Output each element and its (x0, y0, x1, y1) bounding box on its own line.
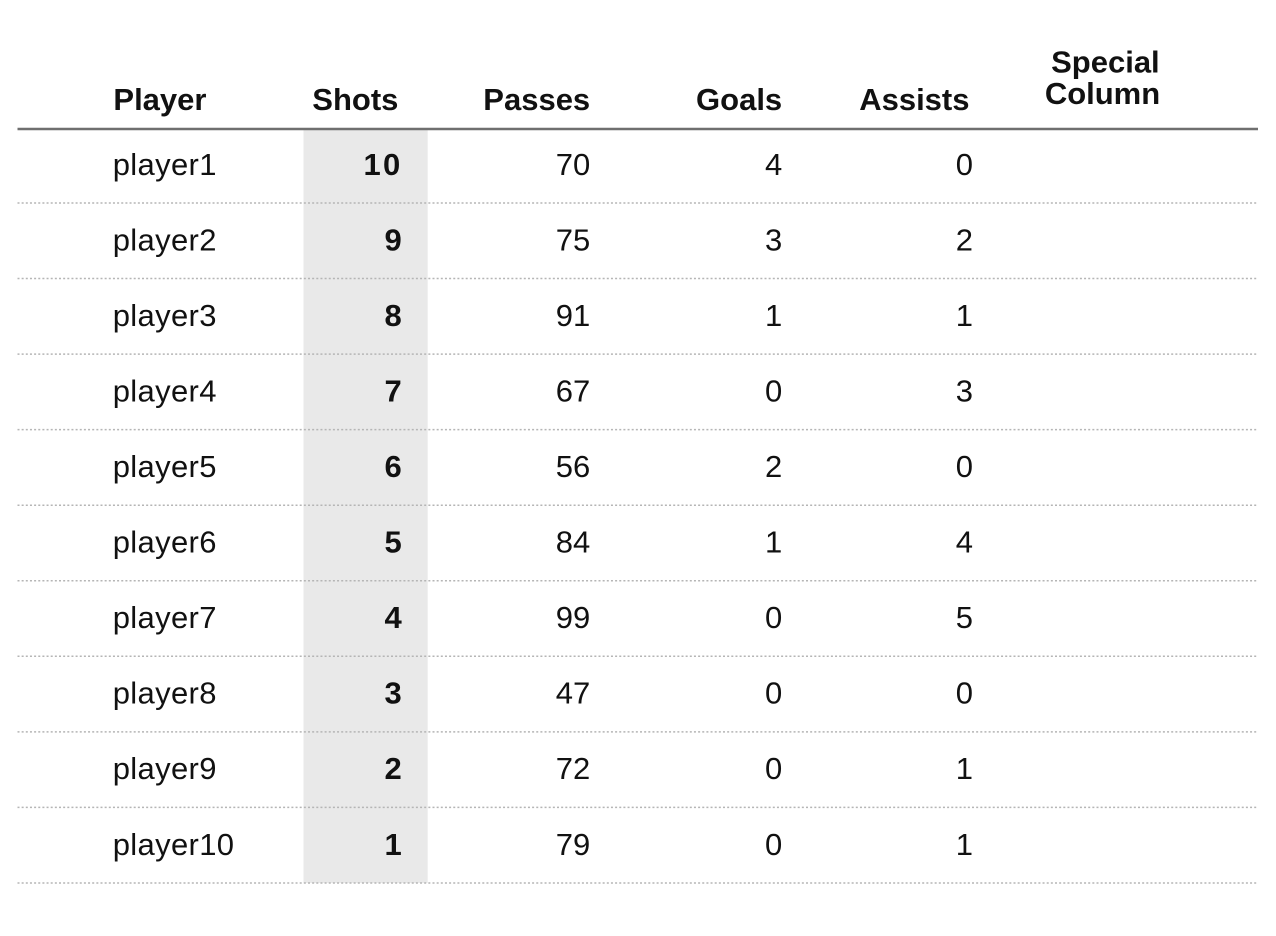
svg-text:72: 72 (556, 751, 590, 786)
svg-text:player4: player4 (113, 373, 217, 408)
svg-text:3: 3 (385, 676, 402, 711)
svg-text:Goals: Goals (696, 82, 782, 117)
svg-text:0: 0 (765, 751, 782, 786)
svg-text:player3: player3 (113, 298, 217, 333)
svg-text:Shots: Shots (312, 82, 398, 117)
svg-text:0: 0 (765, 600, 782, 635)
svg-text:3: 3 (765, 222, 782, 257)
svg-text:5: 5 (956, 600, 973, 635)
svg-text:4: 4 (765, 147, 782, 182)
svg-text:1: 1 (765, 298, 782, 333)
svg-text:Special: Special (1051, 45, 1160, 80)
svg-text:3: 3 (956, 373, 973, 408)
svg-text:player1: player1 (113, 147, 217, 182)
svg-text:67: 67 (556, 373, 590, 408)
svg-text:0: 0 (956, 449, 973, 484)
svg-text:player9: player9 (113, 751, 217, 786)
svg-text:player8: player8 (113, 676, 217, 711)
svg-text:1: 1 (765, 525, 782, 560)
svg-text:4: 4 (956, 525, 973, 560)
svg-text:2: 2 (956, 222, 973, 257)
svg-text:75: 75 (556, 222, 590, 257)
svg-text:70: 70 (556, 147, 590, 182)
svg-text:6: 6 (385, 449, 402, 484)
svg-text:1: 1 (956, 298, 973, 333)
svg-text:Column: Column (1045, 76, 1160, 111)
svg-text:4: 4 (385, 600, 403, 635)
svg-text:0: 0 (956, 147, 973, 182)
svg-text:1: 1 (956, 751, 973, 786)
svg-text:Player: Player (113, 82, 206, 117)
svg-text:8: 8 (385, 298, 402, 333)
svg-text:2: 2 (385, 751, 402, 786)
svg-text:1: 1 (956, 827, 973, 862)
svg-text:91: 91 (556, 298, 590, 333)
svg-text:player2: player2 (113, 222, 217, 257)
svg-text:0: 0 (765, 373, 782, 408)
svg-text:player6: player6 (113, 525, 217, 560)
svg-text:5: 5 (385, 525, 402, 560)
svg-text:0: 0 (956, 676, 973, 711)
svg-text:1: 1 (385, 827, 402, 862)
svg-text:player5: player5 (113, 449, 217, 484)
svg-text:player7: player7 (113, 600, 217, 635)
svg-text:7: 7 (385, 373, 402, 408)
svg-text:79: 79 (556, 827, 590, 862)
svg-text:84: 84 (556, 525, 590, 560)
svg-text:player10: player10 (113, 827, 235, 862)
svg-text:56: 56 (556, 449, 590, 484)
svg-text:0: 0 (765, 827, 782, 862)
svg-text:9: 9 (385, 222, 402, 257)
svg-text:99: 99 (556, 600, 590, 635)
svg-text:2: 2 (765, 449, 782, 484)
svg-text:Assists: Assists (859, 82, 969, 117)
svg-text:Passes: Passes (483, 82, 590, 117)
svg-text:10: 10 (364, 147, 403, 182)
svg-text:0: 0 (765, 676, 782, 711)
svg-text:47: 47 (556, 676, 590, 711)
